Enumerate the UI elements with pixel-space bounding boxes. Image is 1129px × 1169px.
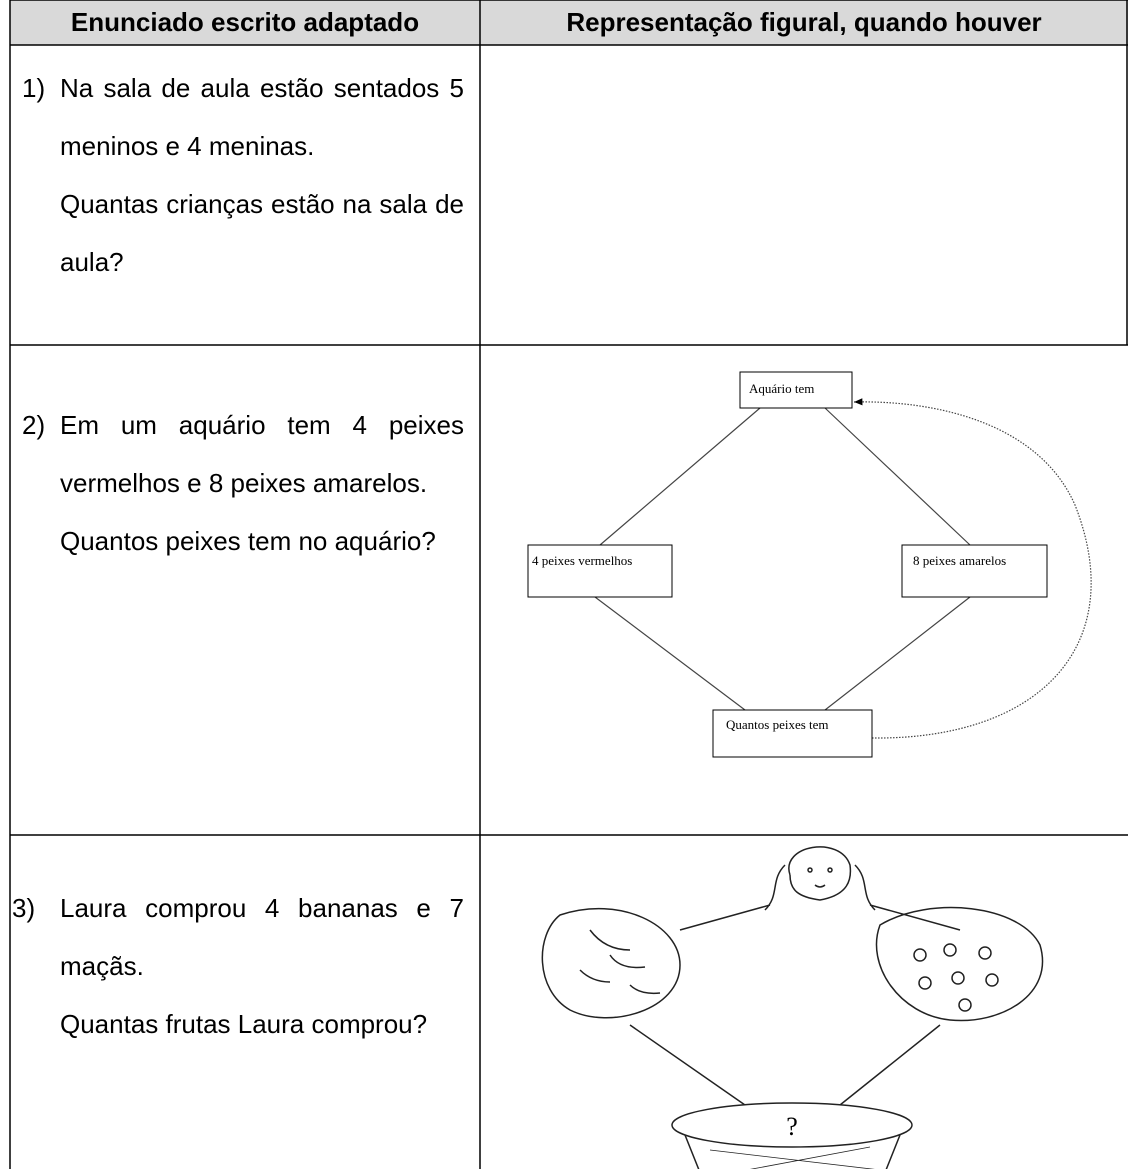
statement: Laura comprou 4 bananas e 7 maçãs. [60,893,464,981]
header-background [10,0,1128,45]
item-number: 3) [12,893,36,923]
fruit-drawing: ? [541,846,1044,1169]
node-label: 4 peixes vermelhos [532,553,632,568]
node-label: Aquário tem [749,381,814,396]
problem-text: Em um aquário tem 4 peixes vermelhos e 8… [60,396,464,570]
column-header: Enunciado escrito adaptado [70,7,420,37]
node-label: 8 peixes amarelos [913,553,1006,568]
question: Quantas crianças estão na sala de aula? [60,189,464,277]
item-number: 1) [22,73,46,103]
fish-diagram: Aquário tem 4 peixes vermelhos 8 peixes … [527,371,1092,758]
column-header: Representação figural, quando houver [566,7,1042,37]
node-label: Quantos peixes tem [726,717,829,732]
statement: Na sala de aula estão sentados 5 meninos… [60,73,464,161]
item-number: 2) [22,410,46,440]
problem-text: Laura comprou 4 bananas e 7 maçãs. Quant… [60,879,464,1053]
question: Quantos peixes tem no aquário? [60,526,436,556]
problem-text: Na sala de aula estão sentados 5 meninos… [60,59,464,291]
statement: Em um aquário tem 4 peixes vermelhos e 8… [60,410,464,498]
question: Quantas frutas Laura comprou? [60,1009,428,1039]
basket-label: ? [786,1112,798,1141]
